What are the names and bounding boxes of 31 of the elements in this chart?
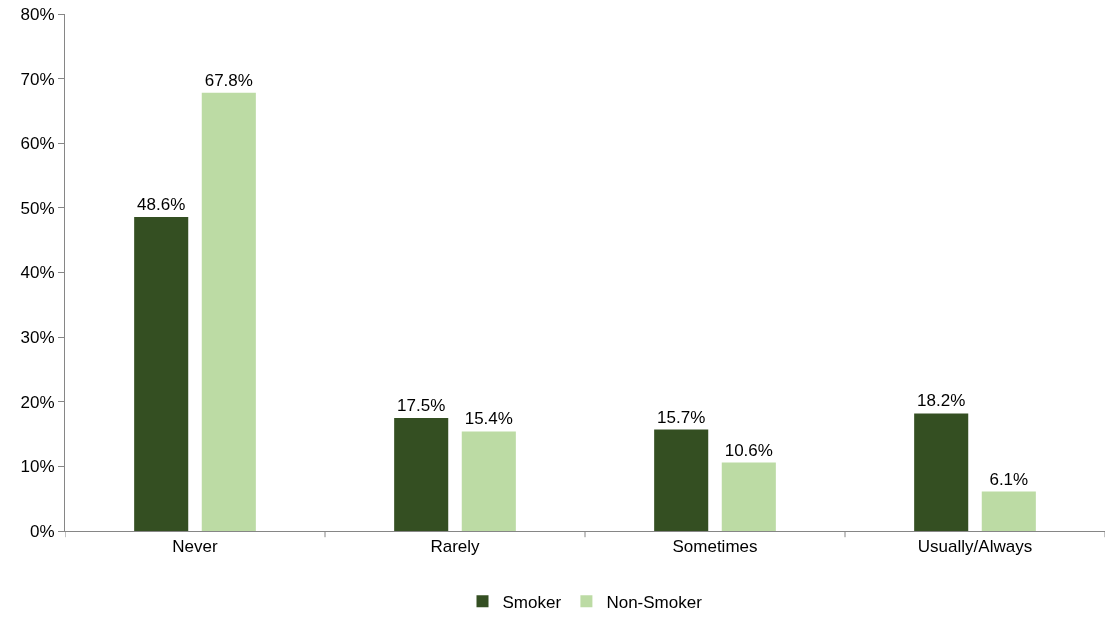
y-tick-label: 0% [30,521,55,541]
bar [201,92,256,531]
bar [721,462,776,531]
y-tick-label: 60% [20,134,55,154]
bar [654,429,709,531]
data-label: 10.6% [724,440,773,460]
legend-label: Smoker [502,592,562,612]
bar [981,491,1036,531]
x-tick-label: Sometimes [672,537,758,557]
data-label: 18.2% [917,391,966,411]
data-label: 6.1% [989,469,1029,489]
data-label: 48.6% [137,194,186,214]
bar [134,216,189,531]
y-tick-label: 40% [20,263,55,283]
bar [394,417,449,531]
y-tick-label: 10% [20,457,55,477]
data-label: 17.5% [397,395,446,415]
y-tick-label: 70% [20,69,55,89]
data-label: 15.4% [464,409,513,429]
bar [914,413,969,531]
data-label: 67.8% [204,70,253,90]
y-tick-label: 20% [20,392,55,412]
data-label: 15.7% [657,407,706,427]
legend-label: Non-Smoker [606,592,703,612]
y-tick-label: 80% [20,4,55,24]
x-tick-label: Usually/Always [917,537,1033,557]
bar [461,431,516,531]
x-tick-label: Never [172,537,219,557]
x-tick-label: Rarely [430,537,481,557]
y-tick-label: 50% [20,198,55,218]
y-tick-label: 30% [20,328,55,348]
